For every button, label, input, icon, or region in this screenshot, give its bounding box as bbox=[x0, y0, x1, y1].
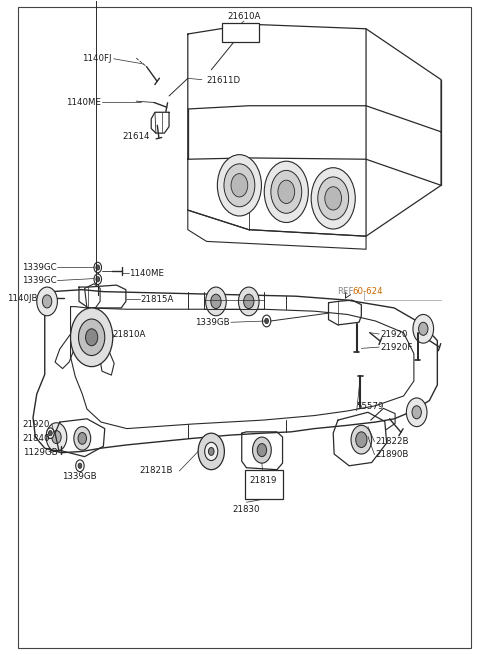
Text: 1129GB: 1129GB bbox=[23, 448, 57, 457]
Circle shape bbox=[205, 287, 226, 316]
Text: 21810A: 21810A bbox=[113, 329, 146, 339]
Text: 1339GB: 1339GB bbox=[195, 318, 230, 327]
Circle shape bbox=[252, 437, 271, 463]
Circle shape bbox=[208, 447, 214, 455]
FancyBboxPatch shape bbox=[222, 23, 259, 43]
Text: 21815A: 21815A bbox=[140, 295, 173, 304]
Circle shape bbox=[96, 265, 100, 270]
Circle shape bbox=[79, 319, 105, 356]
Text: 1140ME: 1140ME bbox=[129, 269, 164, 278]
Circle shape bbox=[264, 161, 308, 223]
Text: 21840: 21840 bbox=[23, 434, 50, 443]
Text: 21611D: 21611D bbox=[206, 77, 240, 85]
Circle shape bbox=[47, 428, 54, 438]
Text: 21819: 21819 bbox=[249, 476, 276, 485]
Text: 21920F: 21920F bbox=[380, 343, 412, 352]
Text: 1140ME: 1140ME bbox=[66, 98, 101, 107]
Circle shape bbox=[78, 432, 86, 444]
Circle shape bbox=[198, 433, 224, 470]
Circle shape bbox=[74, 426, 91, 450]
Circle shape bbox=[204, 442, 218, 460]
Circle shape bbox=[96, 276, 100, 282]
Circle shape bbox=[271, 170, 302, 214]
Circle shape bbox=[318, 177, 348, 220]
Bar bbox=[245, 470, 284, 499]
Text: 60-624: 60-624 bbox=[352, 287, 383, 296]
Circle shape bbox=[46, 422, 67, 451]
Circle shape bbox=[356, 432, 367, 447]
Circle shape bbox=[37, 287, 58, 316]
Circle shape bbox=[325, 187, 342, 210]
Circle shape bbox=[412, 405, 421, 419]
Text: 1339GB: 1339GB bbox=[61, 472, 96, 481]
Circle shape bbox=[42, 295, 52, 308]
Text: 21821B: 21821B bbox=[139, 466, 173, 476]
Circle shape bbox=[224, 164, 255, 207]
Circle shape bbox=[231, 174, 248, 197]
Text: 21920: 21920 bbox=[23, 420, 50, 428]
Text: 21822B: 21822B bbox=[375, 437, 409, 446]
Circle shape bbox=[85, 329, 98, 346]
Circle shape bbox=[94, 274, 101, 284]
Circle shape bbox=[71, 308, 113, 367]
Text: REF.: REF. bbox=[337, 287, 355, 296]
Circle shape bbox=[52, 430, 61, 443]
Text: 55579: 55579 bbox=[357, 402, 384, 411]
Text: 21830: 21830 bbox=[233, 505, 260, 514]
Circle shape bbox=[211, 294, 221, 309]
Text: 1339GC: 1339GC bbox=[22, 263, 57, 272]
Circle shape bbox=[311, 168, 355, 229]
Circle shape bbox=[244, 294, 254, 309]
Circle shape bbox=[48, 430, 52, 436]
Circle shape bbox=[265, 318, 268, 324]
Circle shape bbox=[239, 287, 259, 316]
Circle shape bbox=[351, 425, 372, 454]
Circle shape bbox=[419, 322, 428, 335]
Circle shape bbox=[257, 443, 266, 457]
Circle shape bbox=[94, 262, 101, 272]
Text: 21614: 21614 bbox=[122, 132, 150, 141]
Text: 1339GC: 1339GC bbox=[22, 276, 57, 285]
Circle shape bbox=[217, 155, 262, 216]
Text: 1140FJ: 1140FJ bbox=[83, 54, 112, 64]
Circle shape bbox=[278, 180, 295, 204]
Circle shape bbox=[407, 398, 427, 426]
Text: 21610A: 21610A bbox=[228, 12, 261, 21]
Text: 1140JB: 1140JB bbox=[7, 293, 38, 303]
Text: 21890B: 21890B bbox=[375, 450, 409, 459]
Circle shape bbox=[263, 315, 271, 327]
Circle shape bbox=[76, 460, 84, 472]
Text: 21920: 21920 bbox=[380, 329, 408, 339]
Circle shape bbox=[78, 463, 82, 468]
Circle shape bbox=[413, 314, 433, 343]
